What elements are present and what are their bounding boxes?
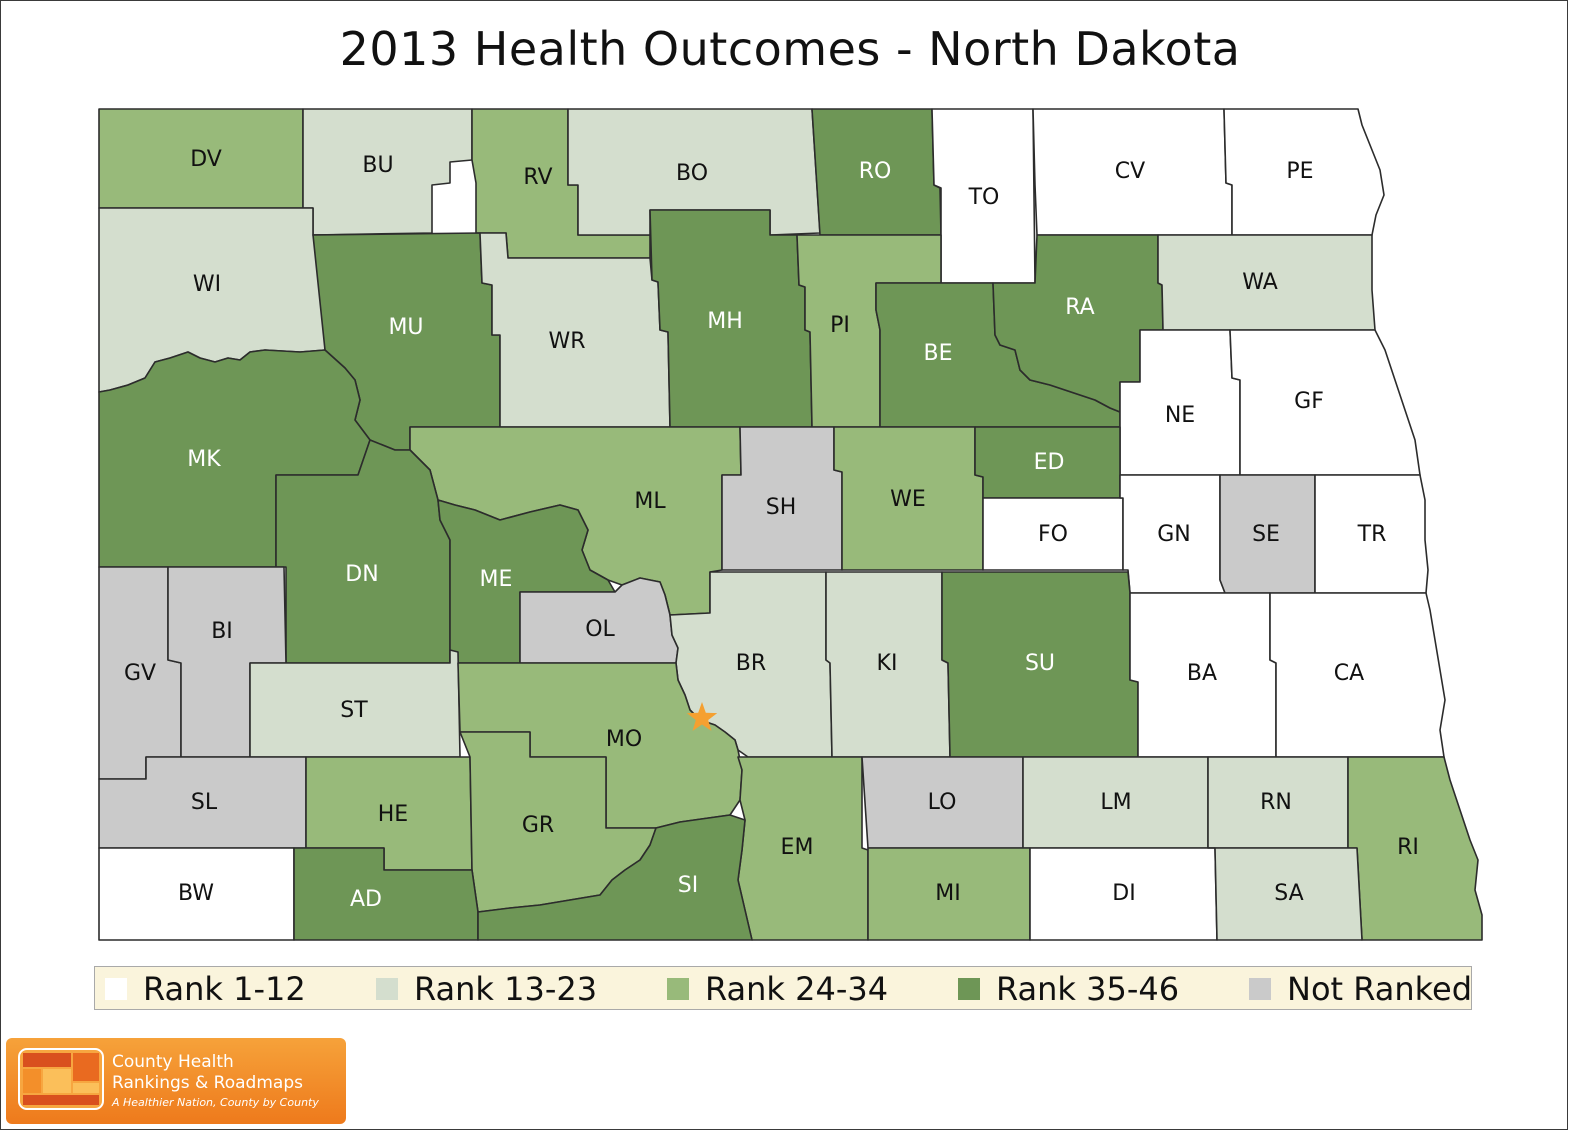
- county-label-bu: BU: [362, 153, 393, 178]
- legend-label: Rank 35-46: [996, 970, 1180, 1008]
- county-label-ml: ML: [634, 489, 666, 514]
- county-label-gf: GF: [1294, 389, 1324, 414]
- county-pe: [1223, 108, 1385, 236]
- county-label-fo: FO: [1038, 522, 1068, 547]
- map-title: 2013 Health Outcomes - North Dakota: [339, 22, 1241, 76]
- county-label-st: ST: [340, 698, 368, 723]
- county-label-ne: NE: [1165, 403, 1195, 428]
- legend-label: Rank 24-34: [705, 970, 889, 1008]
- legend-item-rank-24-34: Rank 24-34: [667, 967, 888, 1011]
- county-label-ba: BA: [1187, 661, 1217, 686]
- legend-item-rank-13-23: Rank 13-23: [376, 967, 597, 1011]
- county-label-pe: PE: [1286, 159, 1313, 184]
- county-label-mo: MO: [606, 727, 642, 752]
- county-label-bw: BW: [178, 881, 214, 906]
- county-label-sl: SL: [191, 790, 218, 815]
- county-me: [437, 499, 616, 664]
- county-label-mk: MK: [187, 447, 221, 472]
- legend-label: Rank 13-23: [414, 970, 598, 1008]
- county-label-be: BE: [924, 341, 953, 366]
- county-label-ad: AD: [350, 887, 382, 912]
- county-label-cv: CV: [1115, 159, 1145, 184]
- county-label-mi: MI: [935, 881, 960, 906]
- county-label-ki: KI: [877, 651, 898, 676]
- county-label-mh: MH: [707, 309, 743, 334]
- legend-swatch: [105, 978, 127, 1000]
- legend-label: Rank 1-12: [143, 970, 306, 1008]
- legend-swatch: [667, 978, 689, 1000]
- legend-swatch: [376, 978, 398, 1000]
- logo-name: County Health Rankings & Roadmaps: [112, 1052, 303, 1093]
- legend-item-rank-35-46: Rank 35-46: [958, 967, 1179, 1011]
- county-label-em: EM: [781, 835, 814, 860]
- county-health-rankings-logo: County Health Rankings & Roadmaps A Heal…: [6, 1038, 346, 1124]
- capital-star-icon: [686, 702, 718, 731]
- county-label-bi: BI: [211, 619, 233, 644]
- county-label-di: DI: [1112, 881, 1135, 906]
- legend-swatch: [1249, 978, 1271, 1000]
- county-label-br: BR: [736, 651, 766, 676]
- county-label-ca: CA: [1334, 661, 1364, 686]
- legend-swatch: [958, 978, 980, 1000]
- county-label-wr: WR: [548, 329, 585, 354]
- county-ca: [1269, 592, 1446, 758]
- county-label-su: SU: [1025, 651, 1055, 676]
- county-label-rn: RN: [1260, 790, 1292, 815]
- county-label-gv: GV: [124, 661, 156, 686]
- county-label-ra: RA: [1065, 295, 1094, 320]
- county-label-we: WE: [890, 487, 926, 512]
- county-label-wa: WA: [1242, 270, 1278, 295]
- county-label-wi: WI: [193, 272, 221, 297]
- legend-item-not-ranked: Not Ranked: [1249, 967, 1472, 1011]
- legend-item-rank-1-12: Rank 1-12: [105, 967, 306, 1011]
- county-label-gr: GR: [522, 813, 554, 838]
- county-label-tr: TR: [1357, 522, 1387, 547]
- county-label-ro: RO: [859, 159, 892, 184]
- county-label-pi: PI: [830, 313, 850, 338]
- county-label-se: SE: [1252, 522, 1280, 547]
- legend-label: Not Ranked: [1287, 970, 1473, 1008]
- logo-tagline: A Healthier Nation, County by County: [112, 1096, 319, 1109]
- county-label-dv: DV: [190, 147, 222, 172]
- county-label-ol: OL: [585, 617, 615, 642]
- county-label-sh: SH: [766, 495, 797, 520]
- county-label-lo: LO: [928, 790, 957, 815]
- county-label-ed: ED: [1034, 450, 1065, 475]
- county-label-sa: SA: [1274, 881, 1303, 906]
- county-label-gn: GN: [1157, 522, 1191, 547]
- legend: Rank 1-12 Rank 13-23 Rank 24-34 Rank 35-…: [94, 966, 1472, 1010]
- county-label-si: SI: [678, 873, 698, 898]
- county-si: [477, 814, 753, 941]
- county-label-lm: LM: [1100, 790, 1131, 815]
- county-label-rv: RV: [523, 165, 552, 190]
- county-label-mu: MU: [388, 315, 423, 340]
- county-label-bo: BO: [676, 161, 708, 186]
- county-gf: [1229, 329, 1421, 476]
- county-sa: [1207, 847, 1363, 941]
- county-label-to: TO: [968, 185, 1000, 210]
- county-label-dn: DN: [345, 562, 378, 587]
- county-label-ri: RI: [1397, 835, 1419, 860]
- map-logo-icon: [18, 1048, 104, 1110]
- county-ad: [293, 847, 479, 941]
- county-label-me: ME: [480, 567, 513, 592]
- county-label-he: HE: [378, 802, 408, 827]
